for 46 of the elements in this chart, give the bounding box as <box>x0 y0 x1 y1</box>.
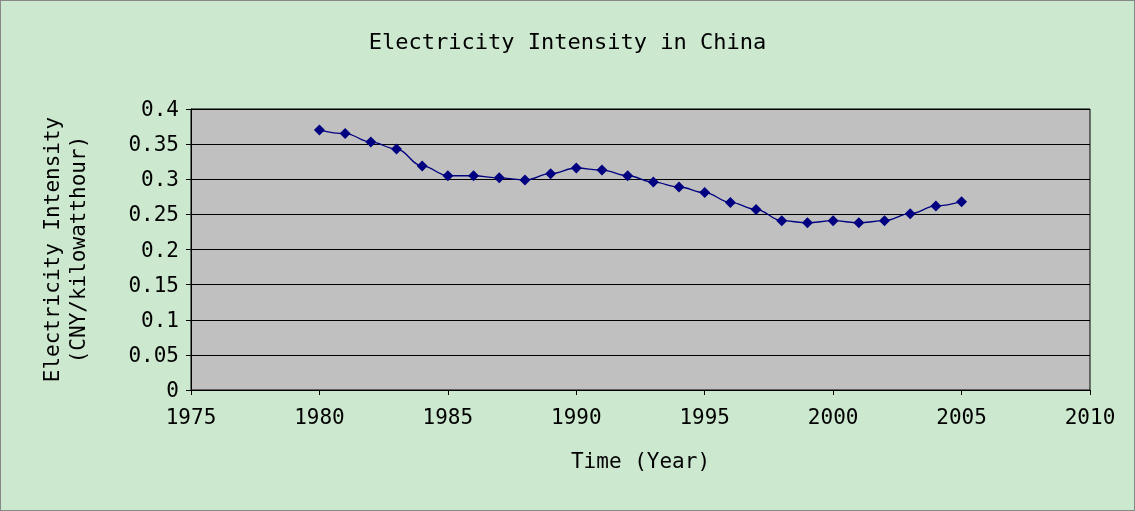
point <box>519 174 531 186</box>
point <box>570 162 582 174</box>
y-tick-label: 0.25 <box>128 202 179 227</box>
x-tick-label: 2010 <box>1064 404 1116 429</box>
point <box>545 168 557 180</box>
point <box>853 217 865 229</box>
point <box>622 170 634 182</box>
y-axis-title: Electricity Intensity (CNY/kilowatthour) <box>40 116 90 383</box>
x-tick-label: 1995 <box>679 404 730 429</box>
point <box>956 196 968 208</box>
y-tick-label: 0.05 <box>128 342 179 367</box>
x-tick-label: 1990 <box>551 404 602 429</box>
point <box>776 215 788 227</box>
y-tick-label: 0.4 <box>141 97 179 121</box>
x-tick-label: 2000 <box>807 404 859 429</box>
y-tick-label: 0.2 <box>141 237 179 262</box>
point <box>673 181 685 193</box>
point <box>930 200 942 212</box>
x-tick-label: 2005 <box>936 404 987 429</box>
point <box>339 128 351 140</box>
x-tick-label: 1975 <box>165 404 217 429</box>
x-axis-title: Time (Year) <box>570 448 711 473</box>
point <box>750 203 762 215</box>
y-tick-label: 0.35 <box>128 132 179 157</box>
point <box>827 215 839 227</box>
point <box>699 187 711 199</box>
x-tick-label: 1985 <box>422 404 474 429</box>
point <box>904 208 916 220</box>
y-tick-label: 0.15 <box>128 272 179 297</box>
point <box>442 170 454 182</box>
y-tick-label: 0.1 <box>141 307 179 332</box>
point <box>596 164 608 176</box>
y-tick-label: 0 <box>166 378 179 402</box>
point <box>879 215 891 227</box>
x-tick-label: 1980 <box>294 404 345 429</box>
y-tick-label: 0.3 <box>141 167 179 192</box>
point <box>724 196 736 208</box>
point <box>647 176 659 188</box>
point <box>313 124 325 136</box>
point <box>801 217 813 229</box>
point <box>390 143 402 155</box>
point <box>416 160 428 172</box>
point <box>493 172 505 184</box>
point <box>365 136 377 148</box>
point <box>468 170 480 182</box>
chart-title: Electricity Intensity in China <box>368 28 767 54</box>
